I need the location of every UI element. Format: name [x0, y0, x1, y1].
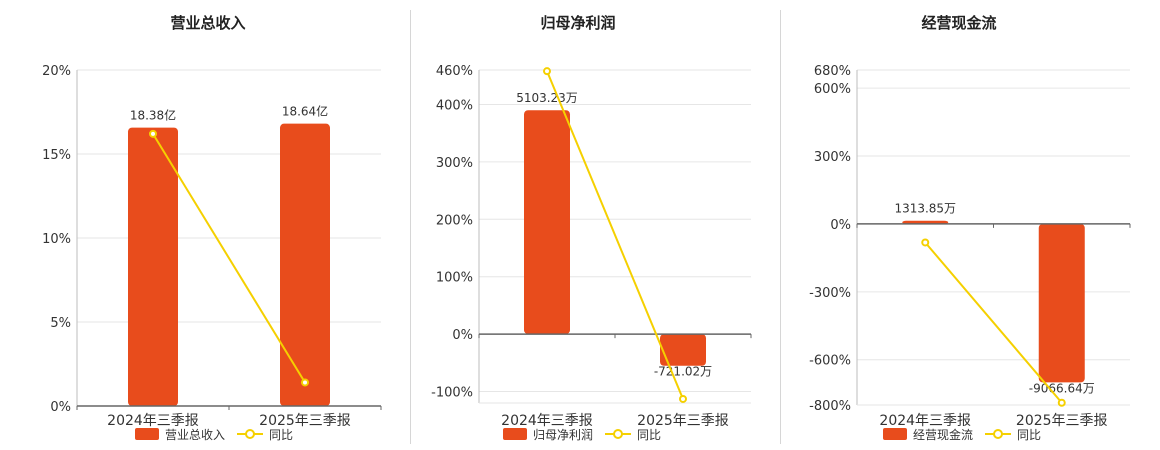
chart-panel-revenue: 营业总收入 20% 15% 10% 5% 0% 18.38亿 18.64亿 2024年三季报 20…: [0, 0, 405, 450]
yoy-point: [149, 129, 157, 138]
y-tick-label: -100%: [431, 386, 473, 401]
yoy-point: [1057, 398, 1066, 407]
yoy-point: [301, 378, 309, 387]
legend-label: 同比: [1017, 428, 1041, 442]
legend-label: 同比: [269, 428, 293, 442]
legend-bar-swatch: [135, 428, 159, 440]
legend-label: 经营现金流: [913, 427, 973, 442]
y-tick-label: 15%: [42, 148, 71, 163]
chart-panel-net-profit: 归母净利润 460% 400% 300% 200% 100% 0% -100% 5103.23万…: [411, 0, 780, 450]
data-label: 18.64亿: [282, 104, 328, 119]
x-category-label: 2025年三季报: [637, 413, 729, 429]
legend-line-marker: [245, 429, 255, 439]
bar: [902, 220, 949, 224]
y-tick-label: 0%: [50, 400, 71, 415]
legend-label: 同比: [637, 428, 661, 442]
data-label: 18.38亿: [130, 108, 176, 123]
yoy-line: [152, 133, 306, 384]
y-tick-label: 5%: [50, 316, 71, 331]
x-category-label: 2025年三季报: [259, 413, 351, 429]
panel-divider: [780, 10, 781, 444]
bar: [660, 334, 706, 366]
y-tick-label: 20%: [42, 64, 71, 79]
bar: [1038, 223, 1085, 383]
revenue-chart: 营业总收入 20% 15% 10% 5% 0% 18.38亿 18.64亿 2024年三季报 20…: [42, 14, 382, 442]
legend-bar-swatch: [503, 428, 527, 440]
chart-panel-cash-flow: 经营现金流 680% 600% 300% 0% -300% -600% -800% 1313.8…: [781, 0, 1160, 450]
data-label: 1313.85万: [894, 202, 956, 216]
legend-line-marker: [993, 429, 1003, 439]
legend-label: 归母净利润: [533, 428, 593, 442]
y-tick-label: 680%: [814, 64, 851, 79]
y-tick-label: -600%: [809, 354, 851, 369]
y-tick-label: 0%: [452, 328, 473, 343]
y-tick-label: 400%: [436, 98, 473, 113]
y-tick-label: -800%: [809, 399, 851, 414]
bar: [280, 123, 330, 406]
panel-divider: [410, 10, 411, 444]
chart-title: 经营现金流: [921, 14, 996, 32]
net-profit-chart: 归母净利润 460% 400% 300% 200% 100% 0% -100% 5103.23万…: [431, 14, 752, 442]
data-label: 5103.23万: [516, 91, 578, 105]
yoy-line: [924, 241, 1063, 404]
chart-title: 营业总收入: [170, 14, 245, 32]
x-category-label: 2024年三季报: [107, 413, 199, 429]
y-tick-label: 10%: [42, 232, 71, 247]
yoy-point: [679, 394, 687, 403]
legend-label: 营业总收入: [165, 428, 225, 442]
bar: [128, 127, 178, 407]
chart-title: 归母净利润: [540, 14, 615, 32]
yoy-point: [543, 67, 551, 76]
x-category-label: 2024年三季报: [879, 413, 971, 429]
data-label: -721.02万: [654, 365, 712, 379]
legend-line-marker: [613, 429, 623, 439]
y-tick-label: 300%: [436, 156, 473, 171]
y-tick-label: -300%: [809, 286, 851, 301]
y-tick-label: 300%: [814, 150, 851, 165]
bar: [524, 110, 570, 335]
x-category-label: 2025年三季报: [1016, 413, 1108, 429]
yoy-point: [921, 238, 930, 247]
y-tick-label: 460%: [436, 64, 473, 79]
data-label: -9066.64万: [1029, 381, 1095, 395]
y-tick-label: 0%: [830, 218, 851, 233]
y-tick-label: 200%: [436, 213, 473, 228]
y-tick-label: 100%: [436, 271, 473, 286]
x-category-label: 2024年三季报: [501, 413, 593, 429]
legend-bar-swatch: [883, 428, 907, 440]
cash-flow-chart: 经营现金流 680% 600% 300% 0% -300% -600% -800% 1313.8…: [809, 14, 1131, 442]
yoy-line: [546, 70, 684, 400]
y-tick-label: 600%: [814, 82, 851, 97]
